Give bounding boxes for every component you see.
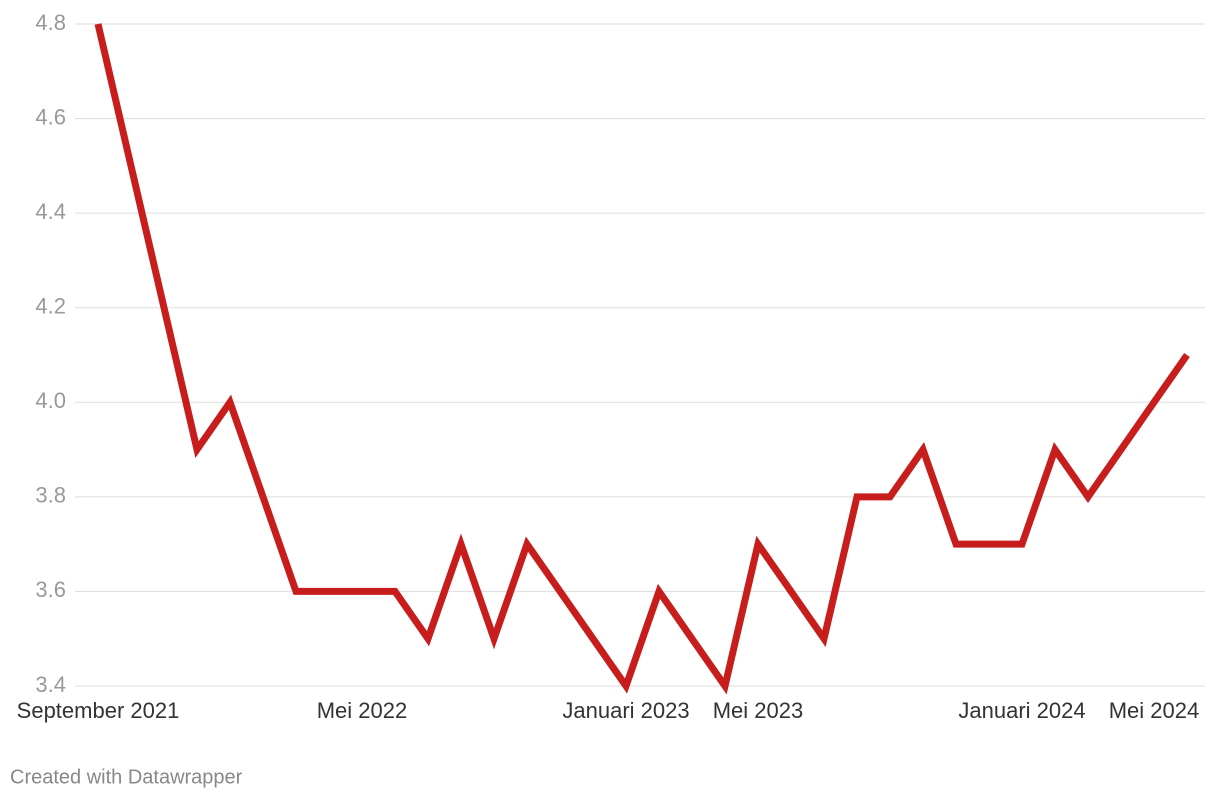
y-tick-label: 4.4 — [35, 199, 66, 224]
credit: Created with Datawrapper — [10, 766, 243, 788]
y-tick-label: 4.8 — [35, 10, 66, 35]
x-tick-label: Mei 2024 — [1109, 698, 1200, 723]
x-tick-label: Mei 2022 — [317, 698, 408, 723]
x-tick-label: Januari 2024 — [958, 698, 1085, 723]
line — [94, 23, 1190, 695]
y-tick-label: 4.6 — [35, 104, 66, 129]
y-tick-label: 4.2 — [35, 294, 66, 319]
x-tick-label: Mei 2023 — [713, 698, 804, 723]
y-tick-label: 4.0 — [35, 388, 66, 413]
y-tick-label: 3.4 — [35, 672, 66, 697]
y-tick-label: 3.6 — [35, 577, 66, 602]
x-tick-label: Januari 2023 — [562, 698, 689, 723]
x-tick-label: September 2021 — [17, 698, 180, 723]
y-tick-label: 3.8 — [35, 483, 66, 508]
